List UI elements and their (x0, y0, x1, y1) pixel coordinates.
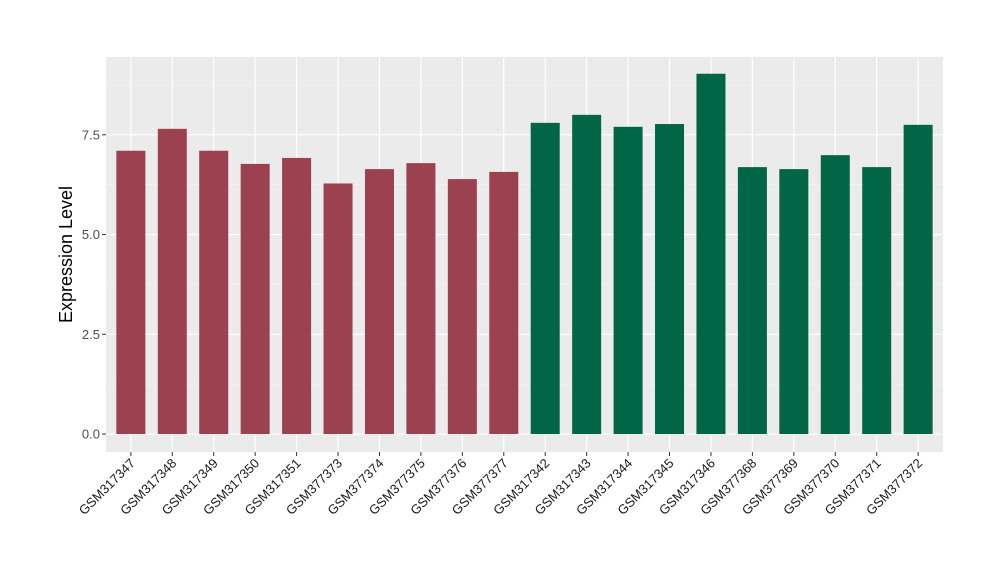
y-tick-label: 7.5 (82, 127, 100, 142)
y-tick-label: 0.0 (82, 427, 100, 442)
bar-GSM377371 (862, 167, 892, 435)
bar-GSM377376 (447, 179, 477, 435)
y-tick-label: 5.0 (82, 227, 100, 242)
bar-GSM377377 (489, 171, 519, 435)
bar-GSM377370 (820, 155, 850, 435)
bar-GSM317348 (157, 128, 187, 435)
bar-GSM317347 (116, 150, 146, 435)
bar-GSM377373 (323, 183, 353, 435)
bar-GSM317351 (282, 157, 312, 435)
y-tick-label: 2.5 (82, 327, 100, 342)
bar-GSM377374 (364, 169, 394, 435)
plot-panel (106, 57, 943, 452)
y-axis-title: Expression Level (56, 186, 76, 323)
bar-GSM377368 (737, 167, 767, 435)
bar-GSM377369 (779, 169, 809, 435)
bar-GSM317345 (655, 124, 685, 435)
bar-GSM317342 (530, 122, 560, 435)
bar-GSM317343 (572, 114, 602, 435)
bar-GSM377372 (903, 124, 933, 435)
bar-GSM317344 (613, 126, 643, 435)
bar-GSM317349 (199, 150, 229, 435)
bar-GSM317346 (696, 73, 726, 435)
bar-GSM377375 (406, 163, 436, 435)
bar-GSM317350 (240, 163, 270, 435)
